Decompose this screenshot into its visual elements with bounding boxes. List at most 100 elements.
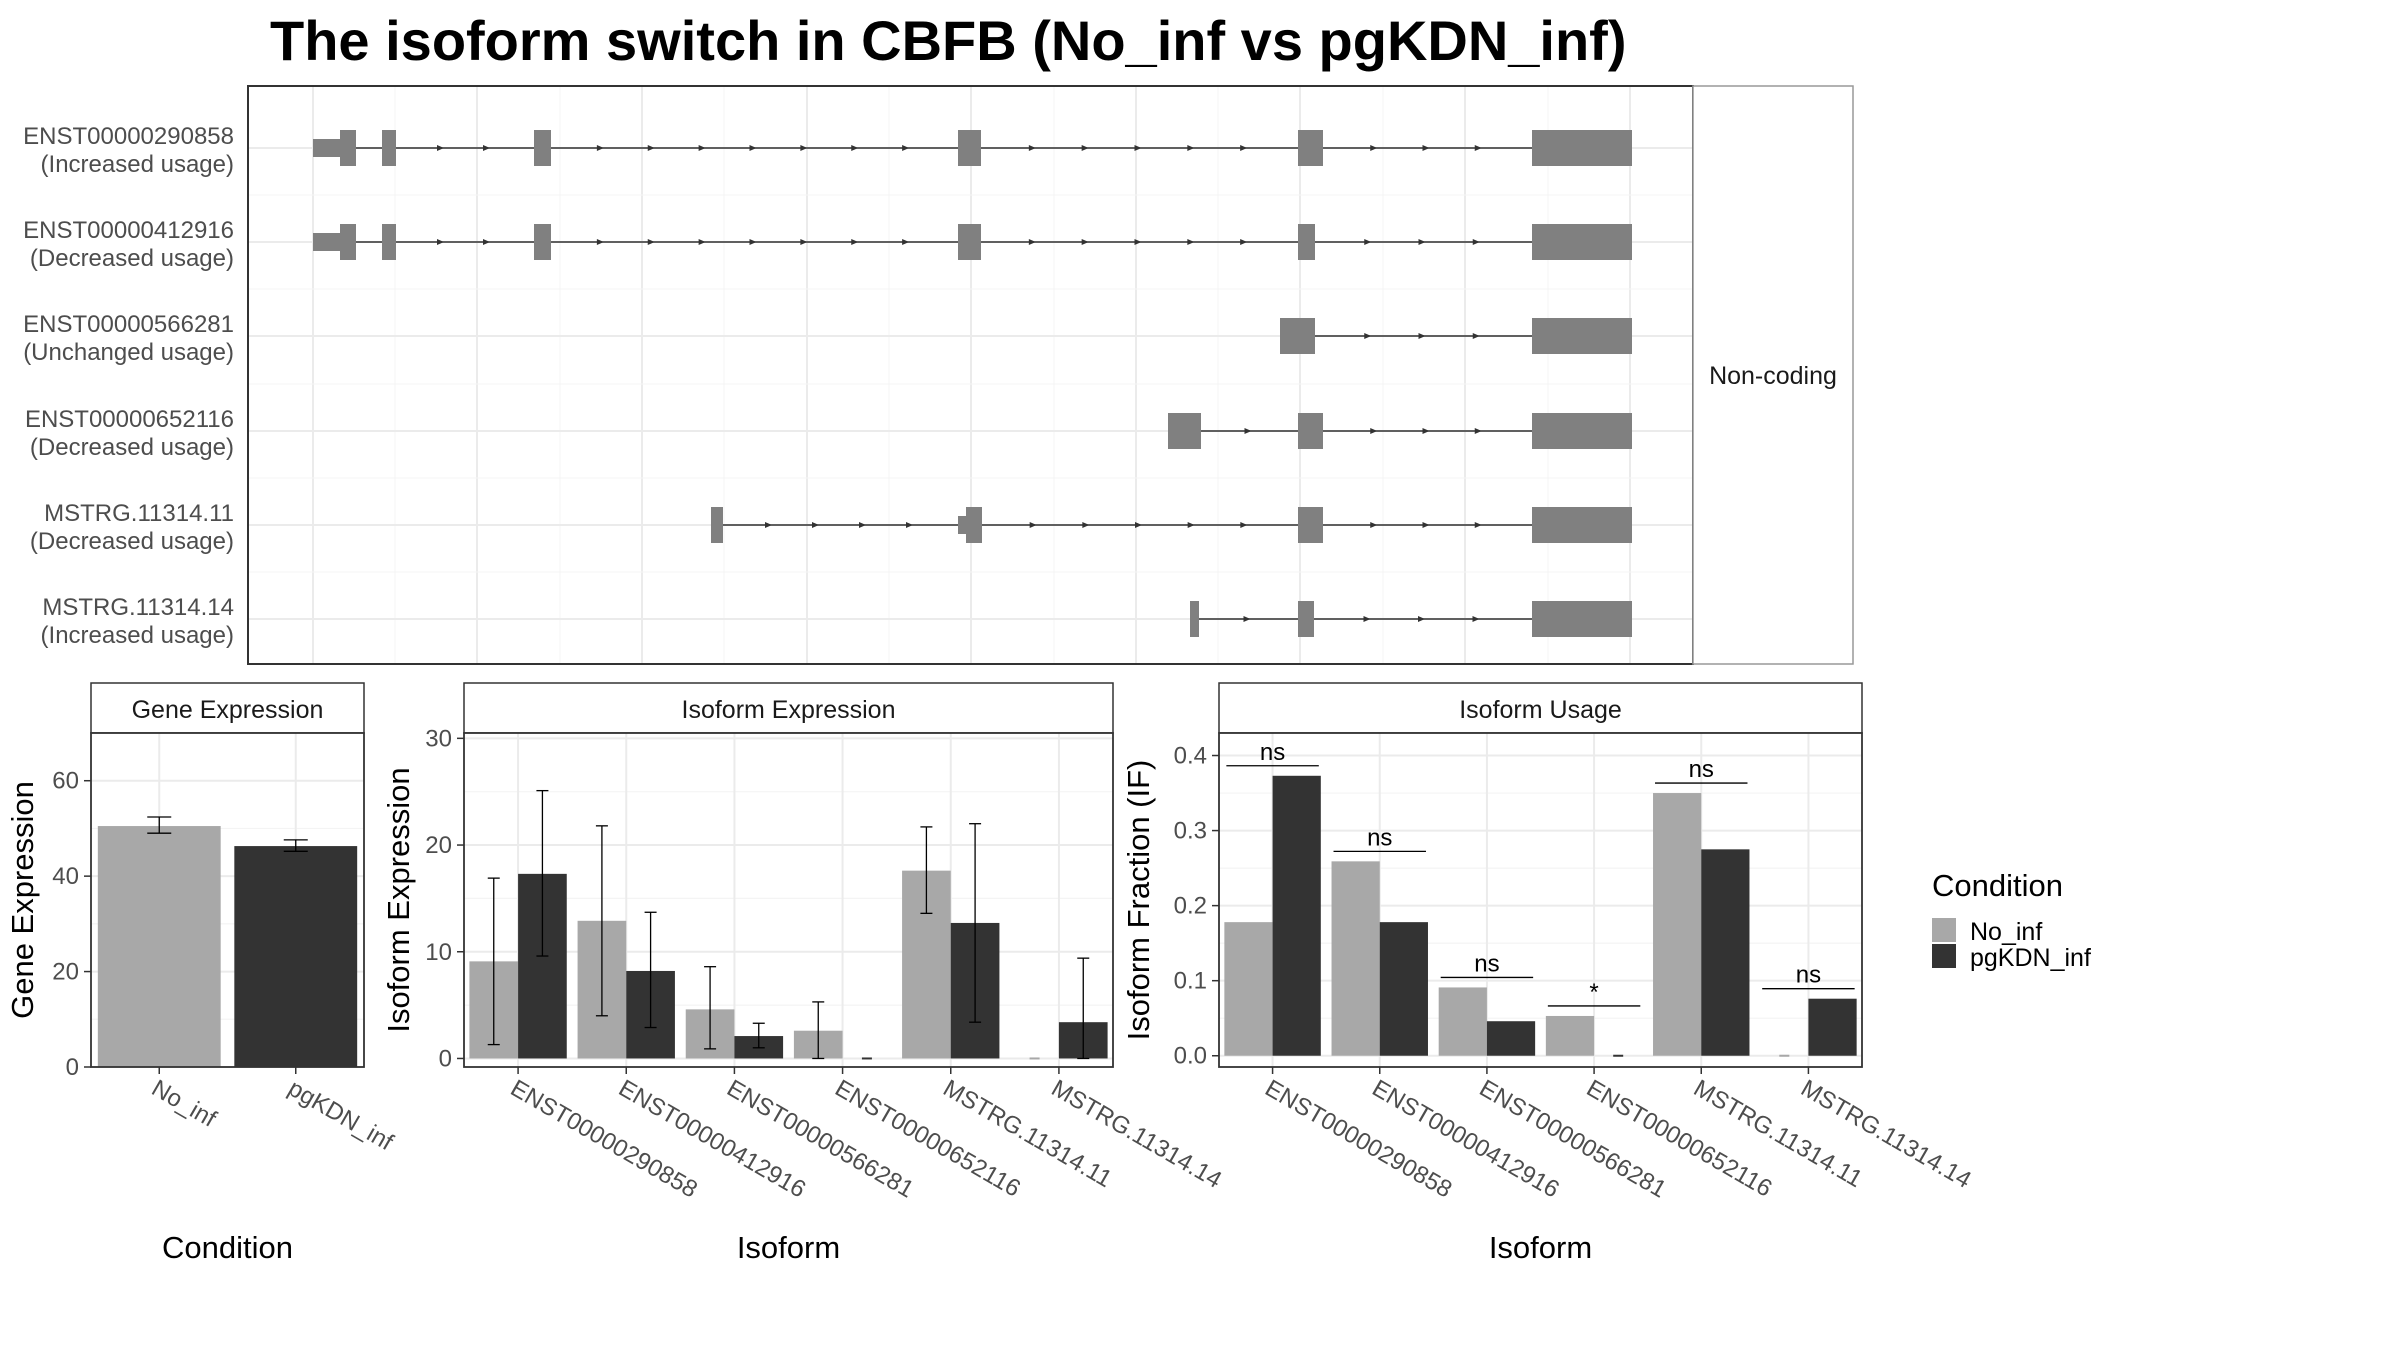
bar	[1486, 1021, 1536, 1056]
isoform-label-usage: (Increased usage)	[41, 151, 234, 178]
bar	[1545, 1015, 1595, 1056]
intron-arrow	[812, 522, 819, 528]
exon-block	[1532, 318, 1632, 354]
intron-arrow	[1472, 333, 1480, 339]
intron-arrow	[1028, 239, 1036, 245]
transcript-track	[1280, 318, 1632, 354]
y-tick-label: 0	[66, 1054, 79, 1081]
legend-title: Condition	[1932, 868, 2063, 903]
x-tick-label: ENST00000566281	[722, 1075, 918, 1204]
bar	[1701, 849, 1750, 1056]
intron-arrow	[1134, 145, 1142, 151]
exon-block	[1541, 507, 1632, 543]
intron-arrow	[1187, 239, 1195, 245]
intron-arrow	[1244, 428, 1252, 434]
bar	[1808, 998, 1857, 1056]
x-tick-label: ENST00000412916	[1368, 1075, 1564, 1204]
exon-block	[1298, 130, 1323, 166]
exon-block	[958, 130, 981, 166]
y-tick-label: 0	[439, 1045, 452, 1072]
condition-legend: Condition No_inf pgKDN_inf	[1932, 868, 2091, 972]
transcript-track	[1168, 413, 1632, 449]
panel-border	[1218, 732, 1863, 1068]
intron-arrow	[749, 145, 757, 151]
structure-panel: ENST00000290858(Increased usage)ENST0000…	[23, 85, 1854, 665]
figure-title: The isoform switch in CBFB (No_inf vs pg…	[270, 9, 1627, 72]
exon-block	[1298, 507, 1323, 543]
intron-arrow	[1081, 239, 1089, 245]
intron-arrow	[1422, 428, 1430, 434]
panel-plot-area	[464, 733, 1113, 1067]
bar	[97, 826, 221, 1067]
intron-arrow	[1082, 522, 1090, 528]
exon-block	[382, 130, 396, 166]
intron-arrow	[800, 239, 808, 245]
x-tick-label: pgKDN_inf	[284, 1075, 398, 1157]
exon-block	[711, 507, 723, 543]
intron-arrow	[596, 145, 604, 151]
x-tick-label: No_inf	[147, 1075, 221, 1133]
isoform-label-usage: (Decreased usage)	[30, 434, 234, 461]
y-tick-label: 40	[52, 863, 79, 890]
panel-plot-area	[1219, 733, 1862, 1067]
y-tick-label: 30	[425, 725, 452, 752]
intron-arrow	[902, 239, 910, 245]
intron-arrow	[859, 522, 866, 528]
significance-label: ns	[1474, 950, 1499, 977]
isoform-label-id: ENST00000652116	[25, 406, 234, 433]
intron-arrow	[1418, 239, 1426, 245]
panel-border	[463, 732, 1114, 1068]
exon-block	[1298, 224, 1315, 260]
exon-block	[534, 224, 551, 260]
significance-label: ns	[1796, 962, 1821, 989]
structure-isoform-labels: ENST00000290858(Increased usage)ENST0000…	[23, 123, 234, 649]
intron-arrow	[1418, 333, 1426, 339]
intron-arrow	[1243, 616, 1251, 622]
exon-block	[966, 507, 982, 543]
legend-label-no-inf: No_inf	[1970, 918, 2042, 946]
intron-arrow	[1029, 522, 1037, 528]
exon-block	[313, 139, 340, 157]
exon-block	[1298, 413, 1323, 449]
exon-block	[1540, 130, 1632, 166]
y-axis-title: Isoform Fraction (IF)	[1121, 760, 1156, 1041]
isoform-label-usage: (Increased usage)	[41, 622, 234, 649]
intron-arrow	[765, 522, 772, 528]
intron-arrow	[1474, 145, 1482, 151]
panel-strip-title: Isoform Expression	[682, 696, 896, 724]
isoform-label-id: MSTRG.11314.14	[42, 594, 234, 621]
x-tick-label: MSTRG.11314.14	[1796, 1075, 1975, 1194]
isoform-label-id: MSTRG.11314.11	[44, 500, 234, 527]
exon-block	[340, 224, 356, 260]
intron-arrow	[1240, 145, 1248, 151]
y-tick-label: 60	[52, 768, 79, 795]
y-axis-title: Gene Expression	[5, 781, 40, 1019]
exon-block	[1532, 413, 1632, 449]
legend-key-no-inf	[1932, 918, 1956, 942]
intron-arrow	[749, 239, 757, 245]
y-tick-label: 10	[425, 939, 452, 966]
intron-arrow	[698, 145, 706, 151]
x-tick-label: ENST00000412916	[614, 1075, 810, 1204]
isoform-usage-panel: Isoform Usage 0.0 0.1 0.2 0.3 0.4 ns ns ns * ns ns E…	[1121, 682, 1976, 1265]
exon-block	[534, 130, 551, 166]
intron-arrow	[1422, 145, 1430, 151]
exon-block	[1532, 224, 1553, 260]
intron-arrow	[1370, 145, 1378, 151]
intron-arrow	[1081, 145, 1089, 151]
isoform-label-usage: (Decreased usage)	[30, 528, 234, 555]
x-axis-title: Isoform	[737, 1230, 840, 1265]
intron-arrow	[1370, 428, 1378, 434]
bar	[1438, 987, 1487, 1056]
intron-arrow	[1418, 616, 1425, 622]
y-tick-label: 0.4	[1174, 743, 1207, 770]
exon-block	[1532, 130, 1540, 166]
isoform-label-id: ENST00000290858	[23, 123, 234, 150]
intron-arrow	[483, 145, 490, 151]
exon-block	[313, 233, 340, 251]
intron-arrow	[851, 145, 859, 151]
intron-arrow	[800, 145, 808, 151]
intron-arrow	[1472, 616, 1480, 622]
intron-arrow	[1472, 239, 1480, 245]
exon-block	[1298, 601, 1314, 637]
